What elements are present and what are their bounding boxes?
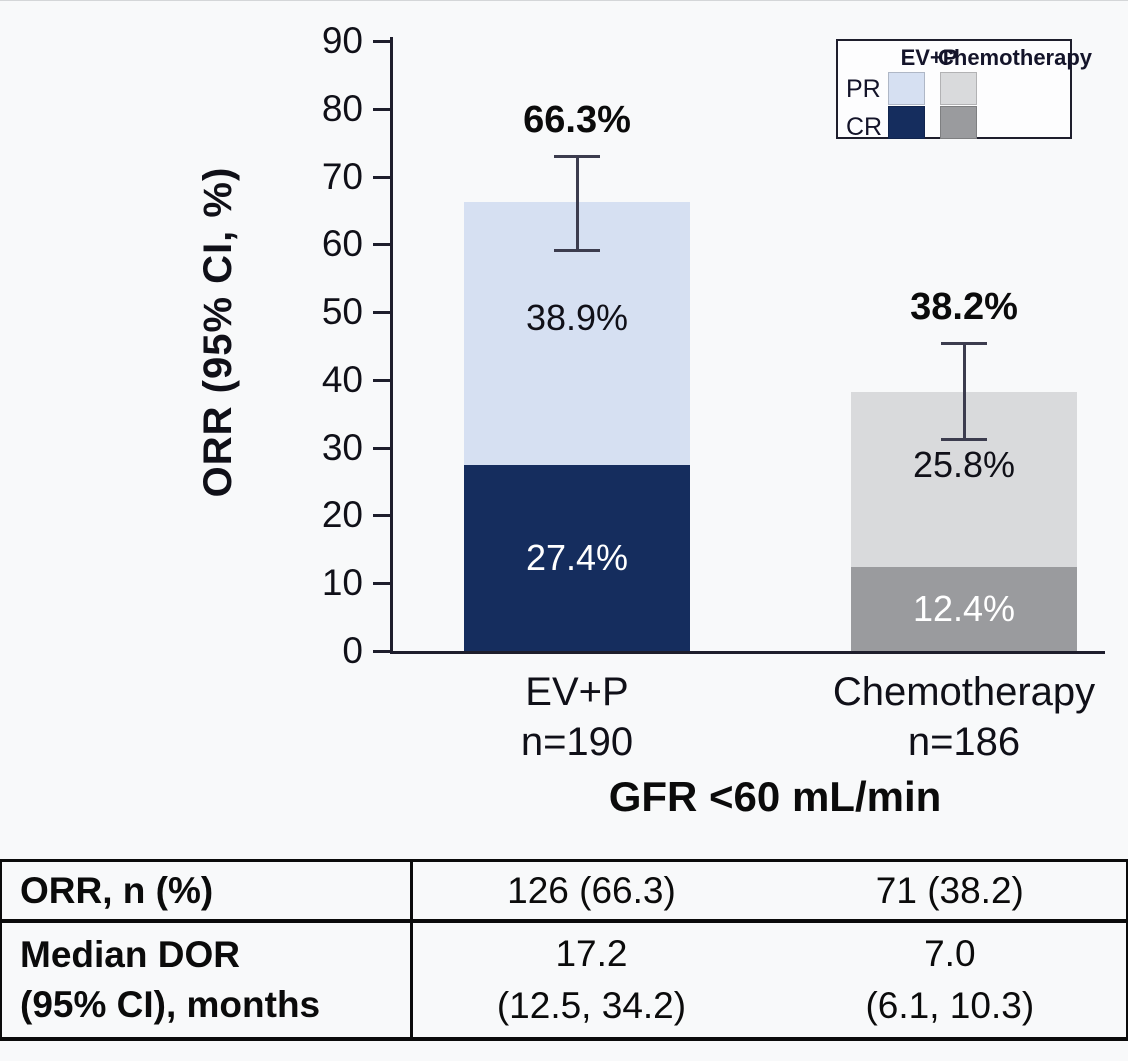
error-bar-cap-bottom bbox=[941, 437, 987, 441]
x-category-label: Chemotherapy bbox=[832, 670, 1096, 714]
y-tick bbox=[373, 514, 390, 518]
x-axis-title: GFR <60 mL/min bbox=[608, 773, 942, 820]
orr-chemo-value: 71 (38.2) bbox=[875, 869, 1024, 911]
bar-segment-cr-label: 12.4% bbox=[912, 587, 1016, 629]
y-tick-label: 50 bbox=[321, 291, 363, 333]
y-tick bbox=[373, 311, 390, 315]
table-row-median-dor: Median DOR (95% CI), months 17.2 (12.5, … bbox=[2, 923, 1126, 1037]
orr-evp-value: 126 (66.3) bbox=[507, 869, 676, 911]
table-row-orr: ORR, n (%) 126 (66.3) 71 (38.2) bbox=[2, 862, 1126, 919]
table-row-divider bbox=[2, 919, 1126, 923]
error-bar-line bbox=[575, 156, 579, 252]
legend-row-pr-label: PR bbox=[846, 75, 881, 103]
legend-swatch-chemo-pr bbox=[940, 72, 977, 105]
bar-segment-cr-label: 27.4% bbox=[525, 537, 629, 579]
dor-chemo-ci: (6.1, 10.3) bbox=[865, 985, 1035, 1026]
table-vertical-divider bbox=[410, 862, 413, 1037]
y-tick bbox=[373, 243, 390, 247]
results-table: ORR, n (%) 126 (66.3) 71 (38.2) Median D… bbox=[0, 859, 1128, 1041]
dor-evp-ci: (12.5, 34.2) bbox=[496, 985, 687, 1026]
x-category-n-label: n=186 bbox=[907, 720, 1021, 764]
y-tick-label: 60 bbox=[321, 223, 363, 265]
median-dor-label-line1: Median DOR bbox=[20, 934, 240, 975]
y-tick-label: 90 bbox=[321, 20, 363, 61]
bar-segment-cr-Chemotherapy bbox=[851, 566, 1077, 651]
legend-swatch-evp-cr bbox=[888, 106, 925, 139]
error-bar-cap-bottom bbox=[554, 249, 600, 253]
legend: EV+P Chemotherapy PR CR bbox=[836, 39, 1093, 141]
error-bar-line bbox=[962, 342, 966, 440]
table-label-orr: ORR, n (%) bbox=[2, 862, 409, 919]
bar-segment-pr-label: 25.8% bbox=[912, 443, 1016, 485]
y-tick bbox=[373, 175, 390, 179]
y-tick bbox=[373, 107, 390, 111]
y-axis-title: ORR (95% CI, %) bbox=[196, 166, 240, 498]
error-bar-cap-top bbox=[554, 155, 600, 159]
y-tick bbox=[373, 40, 390, 43]
bar-total-label: 38.2% bbox=[910, 285, 1018, 328]
y-tick-label: 0 bbox=[342, 630, 363, 671]
y-tick-label: 20 bbox=[321, 494, 363, 536]
y-axis-line bbox=[390, 37, 393, 651]
x-category-n-label: n=190 bbox=[520, 720, 634, 764]
y-tick-label: 70 bbox=[321, 155, 363, 197]
table-value-dor-chemo: 7.0 (6.1, 10.3) bbox=[774, 923, 1126, 1037]
legend-col-chemotherapy: Chemotherapy bbox=[938, 45, 1093, 70]
y-tick bbox=[373, 582, 390, 586]
y-tick bbox=[373, 650, 390, 653]
x-axis-line bbox=[390, 651, 1105, 654]
table-value-orr-chemo: 71 (38.2) bbox=[774, 862, 1126, 919]
y-tick bbox=[373, 378, 390, 382]
dor-chemo-value: 7.0 bbox=[924, 933, 976, 974]
table-label-median-dor: Median DOR (95% CI), months bbox=[2, 923, 409, 1037]
table-value-orr-evp: 126 (66.3) bbox=[409, 862, 773, 919]
y-tick-label: 80 bbox=[321, 87, 363, 129]
y-tick-label: 10 bbox=[321, 562, 363, 604]
bar-total-label: 66.3% bbox=[523, 99, 631, 142]
median-dor-label-line2: (95% CI), months bbox=[20, 984, 321, 1025]
y-tick-label: 40 bbox=[321, 358, 363, 400]
y-tick-label: 30 bbox=[321, 426, 363, 468]
y-tick bbox=[373, 446, 390, 450]
legend-swatch-evp-pr bbox=[888, 72, 925, 105]
x-category-label: EV+P bbox=[525, 670, 629, 714]
legend-col-evp: EV+P bbox=[900, 45, 958, 70]
table-label-orr-text: ORR, n (%) bbox=[20, 869, 214, 911]
bar-segment-cr-EV+P bbox=[464, 465, 690, 651]
error-bar-cap-top bbox=[941, 341, 987, 345]
legend-row-cr-label: CR bbox=[846, 113, 883, 141]
bar-segment-pr-label: 38.9% bbox=[525, 297, 629, 339]
dor-evp-value: 17.2 bbox=[555, 933, 628, 974]
table-value-dor-evp: 17.2 (12.5, 34.2) bbox=[409, 923, 773, 1037]
legend-swatch-chemo-cr bbox=[940, 106, 977, 139]
